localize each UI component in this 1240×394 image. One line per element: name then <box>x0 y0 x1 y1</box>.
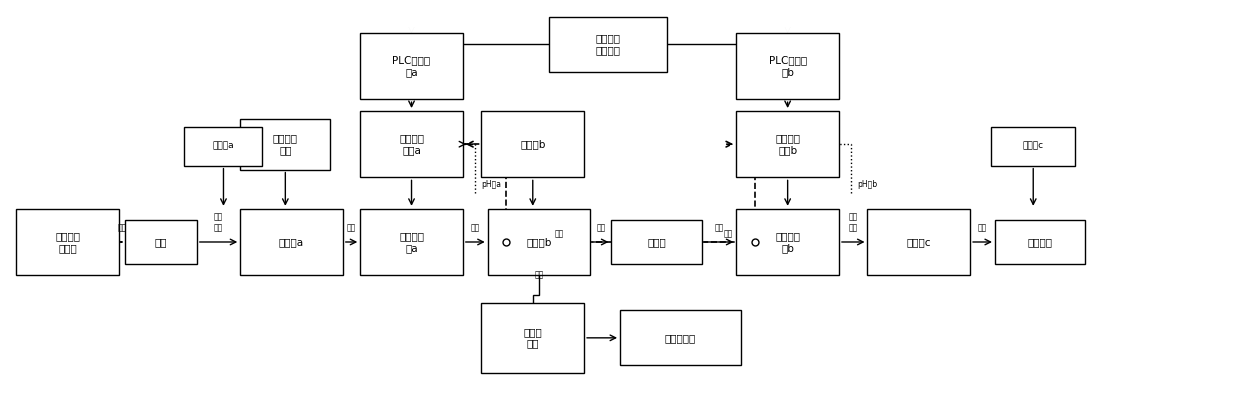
Text: 泵提: 泵提 <box>724 229 733 238</box>
Text: 二氧化碳
供气系统: 二氧化碳 供气系统 <box>595 33 621 55</box>
Text: 泵送
自流: 泵送 自流 <box>848 213 858 232</box>
FancyBboxPatch shape <box>125 221 197 264</box>
Text: 自流: 自流 <box>347 223 356 232</box>
FancyBboxPatch shape <box>481 303 584 373</box>
Text: 格栅: 格栅 <box>155 237 167 247</box>
Text: 加药罐c: 加药罐c <box>1023 141 1044 151</box>
Text: 泵抽: 泵抽 <box>534 270 543 279</box>
FancyBboxPatch shape <box>185 126 263 166</box>
FancyBboxPatch shape <box>620 310 742 365</box>
FancyBboxPatch shape <box>360 33 463 99</box>
FancyBboxPatch shape <box>737 111 839 177</box>
FancyBboxPatch shape <box>241 209 343 275</box>
Text: pH计b: pH计b <box>858 180 878 189</box>
Text: PLC控制系
统a: PLC控制系 统a <box>393 55 430 77</box>
FancyBboxPatch shape <box>360 209 463 275</box>
FancyBboxPatch shape <box>360 111 463 177</box>
Text: 加药罐a: 加药罐a <box>212 141 234 151</box>
FancyBboxPatch shape <box>991 126 1075 166</box>
Text: PLC控制系
统b: PLC控制系 统b <box>769 55 807 77</box>
Text: pH计a: pH计a <box>481 180 501 189</box>
Text: 泵提: 泵提 <box>554 229 563 238</box>
Text: 自流
渠道: 自流 渠道 <box>213 213 223 232</box>
FancyBboxPatch shape <box>241 119 331 169</box>
Text: 喷雾干
燥机: 喷雾干 燥机 <box>523 327 542 349</box>
FancyBboxPatch shape <box>868 209 970 275</box>
Text: 中和反应
池b: 中和反应 池b <box>775 231 800 253</box>
FancyBboxPatch shape <box>994 221 1085 264</box>
Text: 自流: 自流 <box>714 223 724 232</box>
FancyBboxPatch shape <box>481 111 584 177</box>
FancyBboxPatch shape <box>737 209 839 275</box>
Text: 中和反应
池a: 中和反应 池a <box>399 231 424 253</box>
FancyBboxPatch shape <box>549 17 667 72</box>
Text: 沉淀池c: 沉淀池c <box>906 237 931 247</box>
Text: 自流: 自流 <box>978 223 987 232</box>
Text: 自流: 自流 <box>596 223 605 232</box>
Text: 达标排放: 达标排放 <box>1028 237 1053 247</box>
Text: 淤泥脱水
上清液: 淤泥脱水 上清液 <box>55 231 81 253</box>
Text: 清水池: 清水池 <box>647 237 666 247</box>
FancyBboxPatch shape <box>16 209 119 275</box>
Text: 自流: 自流 <box>118 223 126 232</box>
FancyBboxPatch shape <box>737 33 839 99</box>
Text: 气液混合
设备a: 气液混合 设备a <box>399 134 424 155</box>
FancyBboxPatch shape <box>611 221 702 264</box>
Text: 加药罐b: 加药罐b <box>520 139 546 149</box>
FancyBboxPatch shape <box>487 209 590 275</box>
Text: 沉淀池a: 沉淀池a <box>279 237 304 247</box>
Text: 超细碳酸钙: 超细碳酸钙 <box>665 333 696 343</box>
Text: 板框压滤
尾水: 板框压滤 尾水 <box>273 134 298 155</box>
Text: 沉淀池b: 沉淀池b <box>526 237 552 247</box>
Text: 气液混合
设备b: 气液混合 设备b <box>775 134 800 155</box>
Text: 自流: 自流 <box>471 223 480 232</box>
